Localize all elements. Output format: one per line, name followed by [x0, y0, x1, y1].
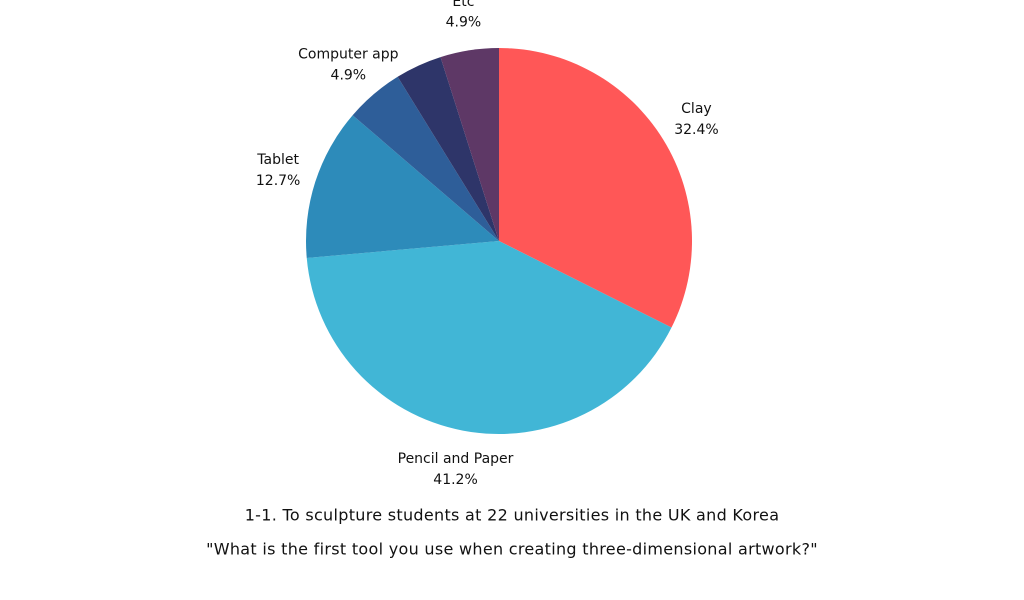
value-label: 41.2%	[433, 472, 477, 488]
pie-slice	[397, 57, 499, 242]
slice-label: Tablet	[256, 152, 299, 168]
pie-slice	[306, 115, 499, 258]
value-label: 12.7%	[256, 173, 300, 189]
chart-title: 1-1. To sculpture students at 22 univers…	[245, 506, 780, 525]
pie-slice	[499, 48, 693, 328]
value-label: 4.9%	[331, 68, 367, 84]
slice-label: Computer app	[298, 47, 399, 63]
pie-slice	[352, 76, 499, 242]
slice-label: Clay	[681, 101, 712, 117]
slice-label: Pencil and Paper	[398, 451, 514, 467]
slice-label: Etc	[452, 0, 474, 10]
pie-slice	[440, 48, 499, 241]
pie-slice	[306, 241, 672, 434]
chart-subtitle: "What is the first tool you use when cre…	[206, 540, 818, 559]
value-label: 32.4%	[674, 122, 718, 138]
value-label: 4.9%	[446, 15, 482, 31]
